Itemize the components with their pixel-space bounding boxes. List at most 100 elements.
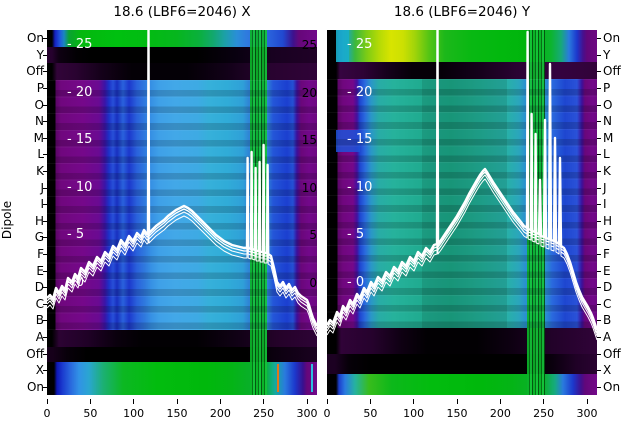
x-tick-mark — [456, 399, 458, 404]
row-label-left: G — [34, 230, 44, 245]
row-tick-right — [597, 270, 601, 272]
x-tick-mark — [46, 399, 48, 404]
row-label-right: M — [603, 130, 614, 145]
x-tick-label: 200 — [209, 407, 231, 420]
panel-title-right: 18.6 (LBF6=2046) Y — [393, 4, 531, 20]
row-tick-left — [43, 54, 47, 56]
trace-polyline — [47, 32, 317, 333]
row-label-right: C — [603, 296, 612, 311]
trace-polyline — [47, 36, 317, 337]
inner-ytick-label: - 15 — [347, 132, 373, 147]
x-tick-label: 250 — [253, 407, 275, 420]
mid-ytick-label: 0 — [309, 275, 317, 290]
x-tick-label: 50 — [83, 407, 98, 420]
inner-ytick-label: - 0 — [67, 274, 85, 290]
row-label-left: X — [35, 363, 44, 378]
trace-polyline — [327, 36, 597, 341]
x-tick-mark — [176, 399, 178, 404]
row-label-left: N — [35, 114, 44, 129]
trace-polyline — [327, 30, 597, 331]
row-tick-left — [43, 287, 47, 289]
trace-overlay — [327, 30, 597, 341]
heatmap-band-on-bottom — [47, 362, 317, 395]
row-tick-right — [597, 38, 601, 40]
x-tick-label: 50 — [363, 407, 378, 420]
x-tick-mark — [263, 399, 265, 404]
x-tick-label: 300 — [576, 407, 598, 420]
row-texture-overlay — [47, 80, 317, 330]
row-tick-left — [43, 88, 47, 90]
row-tick-left — [43, 220, 47, 222]
row-label-left: H — [34, 213, 44, 228]
inner-ytick-label: - 20 — [347, 84, 373, 100]
row-tick-right — [597, 54, 601, 56]
row-label-left: K — [36, 164, 44, 179]
row-tick-left — [43, 38, 47, 40]
row-label-right: On — [603, 31, 621, 46]
x-tick-label: 150 — [166, 407, 188, 420]
heatmap-body — [47, 80, 317, 330]
row-tick-right — [597, 187, 601, 189]
row-label-right: G — [603, 230, 613, 245]
inner-ytick-label: - 20 — [67, 84, 93, 100]
x-tick-label: 0 — [323, 407, 331, 420]
row-label-right: X — [603, 363, 612, 378]
heatmap-band-off-bottom — [327, 328, 597, 354]
x-tick-mark — [219, 399, 221, 404]
row-label-left: E — [36, 263, 44, 278]
row-tick-right — [597, 220, 601, 222]
cyan-block — [336, 30, 349, 62]
row-tick-right — [597, 137, 601, 139]
row-label-left: P — [36, 81, 44, 96]
row-tick-right — [597, 386, 601, 388]
row-tick-right — [597, 171, 601, 173]
row-label-left: Off — [26, 346, 44, 361]
x-tick-label: 200 — [489, 407, 511, 420]
x-tick-label: 300 — [296, 407, 318, 420]
row-label-right: Off — [603, 64, 621, 79]
x-tick-mark — [586, 399, 588, 404]
row-tick-left — [43, 270, 47, 272]
orange-mark — [277, 364, 279, 392]
row-label-right: P — [603, 81, 611, 96]
mid-ytick-label: 10 — [301, 180, 317, 195]
x-tick-label: 250 — [533, 407, 555, 420]
row-label-right: L — [603, 147, 610, 162]
row-tick-left — [43, 336, 47, 338]
row-label-left: D — [34, 280, 44, 295]
row-tick-left — [43, 71, 47, 73]
row-tick-left — [43, 303, 47, 305]
row-tick-left — [43, 386, 47, 388]
row-label-right: Y — [603, 47, 611, 62]
x-tick-label: 100 — [403, 407, 425, 420]
row-tick-right — [597, 303, 601, 305]
row-tick-left — [43, 204, 47, 206]
inner-ytick-label: - 10 — [347, 179, 373, 195]
row-label-right: B — [603, 313, 612, 328]
row-label-left: M — [33, 130, 44, 145]
heatmap-band-off-bottom — [47, 330, 317, 347]
x-tick-mark — [499, 399, 501, 404]
row-label-left: Y — [36, 47, 44, 62]
row-tick-right — [597, 287, 601, 289]
row-tick-right — [597, 121, 601, 123]
heatmap-panel-y — [327, 30, 597, 395]
row-tick-right — [597, 154, 601, 156]
row-tick-left — [43, 171, 47, 173]
trace-polyline — [327, 30, 597, 334]
row-label-right: O — [603, 97, 613, 112]
row-tick-left — [43, 121, 47, 123]
inner-ytick-label: - 5 — [347, 227, 365, 242]
heatmap-band-off — [47, 63, 317, 80]
row-tick-right — [597, 320, 601, 322]
row-tick-right — [597, 71, 601, 73]
blue-block — [336, 130, 360, 152]
x-tick-mark — [133, 399, 135, 404]
inner-ytick-label: - 5 — [67, 227, 85, 242]
row-label-right: A — [603, 329, 612, 344]
row-label-right: H — [603, 213, 613, 228]
panel-title-left: 18.6 (LBF6=2046) X — [113, 4, 251, 20]
x-tick-mark — [306, 399, 308, 404]
row-tick-right — [597, 237, 601, 239]
heatmap-panel-x — [47, 30, 317, 395]
